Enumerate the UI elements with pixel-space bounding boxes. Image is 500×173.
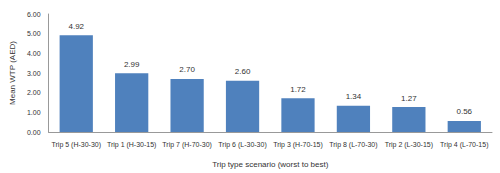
svg-text:1.72: 1.72 — [290, 85, 306, 94]
svg-text:5.00: 5.00 — [27, 30, 41, 37]
svg-text:Trip 2 (L-30-15): Trip 2 (L-30-15) — [385, 141, 433, 149]
svg-text:6.00: 6.00 — [27, 11, 41, 18]
svg-text:2.00: 2.00 — [27, 89, 41, 96]
svg-text:4.92: 4.92 — [68, 22, 84, 31]
svg-text:Trip 8 (L-70-30): Trip 8 (L-70-30) — [329, 141, 377, 149]
svg-text:0.56: 0.56 — [456, 107, 472, 116]
svg-text:3.00: 3.00 — [27, 70, 41, 77]
svg-text:1.00: 1.00 — [27, 109, 41, 116]
svg-text:Mean WTP (AED): Mean WTP (AED) — [8, 41, 17, 105]
svg-text:4.00: 4.00 — [27, 50, 41, 57]
svg-text:1.34: 1.34 — [346, 92, 362, 101]
svg-text:Trip 1 (H-30-15): Trip 1 (H-30-15) — [107, 141, 157, 149]
svg-text:Trip type scenario (worst to b: Trip type scenario (worst to best) — [212, 160, 329, 169]
svg-text:2.60: 2.60 — [235, 67, 251, 76]
svg-text:2.70: 2.70 — [179, 65, 195, 74]
svg-text:Trip 5 (H-30-30): Trip 5 (H-30-30) — [51, 141, 101, 149]
svg-text:Trip 4 (L-70-15): Trip 4 (L-70-15) — [440, 141, 488, 149]
svg-text:0.00: 0.00 — [27, 129, 41, 136]
svg-text:2.99: 2.99 — [124, 60, 140, 69]
svg-text:Trip 7 (H-70-30): Trip 7 (H-70-30) — [162, 141, 212, 149]
svg-text:Trip 3 (H-70-15): Trip 3 (H-70-15) — [273, 141, 323, 149]
svg-text:Trip 6 (L-30-30): Trip 6 (L-30-30) — [218, 141, 266, 149]
svg-text:1.27: 1.27 — [401, 94, 417, 103]
